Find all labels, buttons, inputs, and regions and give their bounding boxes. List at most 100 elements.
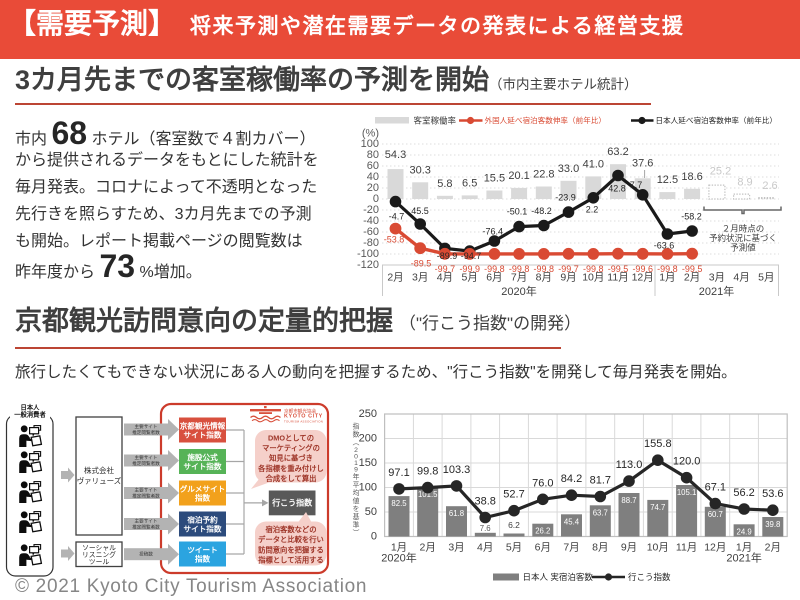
svg-text:150: 150 xyxy=(359,457,377,469)
svg-text:指: 指 xyxy=(353,422,360,431)
svg-text:訪問意向を把握する: 訪問意向を把握する xyxy=(258,545,324,554)
svg-text:京都観光情報: 京都観光情報 xyxy=(180,421,226,431)
svg-text:客室稼働率: 客室稼働率 xyxy=(414,116,457,126)
svg-text:DMOとしての: DMOとしての xyxy=(268,434,314,443)
svg-text:9月: 9月 xyxy=(621,542,637,554)
svg-text:指数: 指数 xyxy=(195,554,211,564)
svg-text:20: 20 xyxy=(367,182,379,194)
svg-text:25.2: 25.2 xyxy=(710,166,731,178)
svg-text:KYOTO CITY: KYOTO CITY xyxy=(284,414,323,420)
svg-text:予測値: 予測値 xyxy=(730,243,756,253)
svg-text:ツール: ツール xyxy=(89,559,110,566)
svg-text:基: 基 xyxy=(353,512,360,521)
svg-text:2020年: 2020年 xyxy=(381,551,416,565)
svg-text:主要サイト: 主要サイト xyxy=(135,518,158,525)
svg-text:7.7: 7.7 xyxy=(630,180,643,190)
svg-text:8.9: 8.9 xyxy=(737,176,752,188)
svg-text:-99.8: -99.8 xyxy=(657,264,678,274)
svg-text:10月: 10月 xyxy=(647,542,669,554)
svg-text:サイト指数: サイト指数 xyxy=(184,461,222,471)
svg-text:45.4: 45.4 xyxy=(564,517,580,526)
svg-text:20.1: 20.1 xyxy=(508,170,529,182)
svg-text:-40: -40 xyxy=(363,215,379,227)
svg-text:18.6: 18.6 xyxy=(681,171,702,183)
svg-text:33.0: 33.0 xyxy=(558,163,579,175)
svg-text:76.0: 76.0 xyxy=(532,477,553,489)
svg-text:-99.5: -99.5 xyxy=(608,264,629,274)
svg-text:-23.9: -23.9 xyxy=(555,193,576,203)
svg-text:3月: 3月 xyxy=(412,272,428,284)
svg-text:投稿数: 投稿数 xyxy=(139,551,153,558)
svg-text:7月: 7月 xyxy=(511,272,527,284)
svg-text:-99.7: -99.7 xyxy=(558,264,579,274)
svg-text:2月: 2月 xyxy=(420,542,436,554)
svg-text:推定閲覧者数: 推定閲覧者数 xyxy=(132,429,160,436)
svg-text:-63.6: -63.6 xyxy=(654,241,675,251)
svg-text:1月: 1月 xyxy=(659,272,675,284)
svg-text:行こう指数: 行こう指数 xyxy=(628,572,671,582)
svg-text:45.5: 45.5 xyxy=(411,206,429,216)
svg-text:予約状況に基づく: 予約状況に基づく xyxy=(709,233,777,243)
svg-text:一般消費者: 一般消費者 xyxy=(14,410,46,419)
svg-text:80: 80 xyxy=(367,149,379,161)
svg-text:外国人延べ宿泊客数伸率（前年比）: 外国人延べ宿泊客数伸率（前年比） xyxy=(485,115,607,125)
svg-text:-20: -20 xyxy=(363,204,379,216)
svg-text:主要サイト: 主要サイト xyxy=(135,454,158,461)
svg-text:37.6: 37.6 xyxy=(632,157,653,169)
svg-text:主要サイト: 主要サイト xyxy=(135,487,158,494)
svg-text:グルメサイト: グルメサイト xyxy=(180,484,226,494)
svg-text:2020年: 2020年 xyxy=(501,284,536,298)
svg-text:6.2: 6.2 xyxy=(508,520,520,530)
svg-text:-89.5: -89.5 xyxy=(411,259,432,269)
svg-text:0: 0 xyxy=(354,453,358,460)
svg-text:2: 2 xyxy=(354,447,358,454)
svg-text:TOURISM ASSOCIATION: TOURISM ASSOCIATION xyxy=(284,420,323,424)
svg-text:リスニング: リスニング xyxy=(82,550,116,559)
svg-text:日本人 実宿泊客数: 日本人 実宿泊客数 xyxy=(523,572,594,582)
svg-text:日本人: 日本人 xyxy=(21,403,41,412)
svg-text:2021年: 2021年 xyxy=(726,551,761,565)
svg-text:1月: 1月 xyxy=(391,542,407,554)
svg-text:を: を xyxy=(353,505,360,513)
svg-text:-80: -80 xyxy=(363,237,379,249)
svg-text:2021年: 2021年 xyxy=(699,284,734,298)
svg-text:-50.1: -50.1 xyxy=(507,207,528,217)
svg-text:113.0: 113.0 xyxy=(616,459,643,471)
svg-text:２月時点の: ２月時点の xyxy=(722,224,765,234)
svg-text:データと比較を行い: データと比較を行い xyxy=(258,535,324,544)
svg-text:主要サイト: 主要サイト xyxy=(135,423,158,430)
svg-text:準: 準 xyxy=(353,520,360,529)
svg-text:11月: 11月 xyxy=(607,272,628,284)
svg-text:-99.5: -99.5 xyxy=(682,264,703,274)
svg-text:26.2: 26.2 xyxy=(535,527,550,536)
svg-text:100: 100 xyxy=(361,138,379,150)
svg-text:5月: 5月 xyxy=(506,542,522,554)
svg-text:サイト指数: サイト指数 xyxy=(184,524,222,534)
svg-text:6月: 6月 xyxy=(535,542,551,554)
svg-text:61.8: 61.8 xyxy=(449,509,464,518)
svg-text:82.5: 82.5 xyxy=(391,499,407,508)
svg-text:(%): (%) xyxy=(362,128,379,140)
svg-text:52.7: 52.7 xyxy=(503,489,524,501)
svg-text:42.8: 42.8 xyxy=(608,184,626,194)
svg-text:推定閲覧者数: 推定閲覧者数 xyxy=(132,524,160,531)
svg-text:38.8: 38.8 xyxy=(474,496,495,508)
svg-text:105.1: 105.1 xyxy=(677,488,697,497)
svg-text:6.5: 6.5 xyxy=(462,177,477,189)
svg-text:推定閲覧者数: 推定閲覧者数 xyxy=(132,493,160,500)
svg-text:数: 数 xyxy=(353,430,360,439)
svg-text:合成をして算出: 合成をして算出 xyxy=(265,474,317,483)
svg-text:250: 250 xyxy=(359,408,377,420)
svg-text:-99.8: -99.8 xyxy=(484,264,505,274)
svg-text:-99.8: -99.8 xyxy=(534,264,555,274)
svg-text:1: 1 xyxy=(354,460,358,467)
svg-text:10月: 10月 xyxy=(582,272,604,284)
svg-text:-58.2: -58.2 xyxy=(681,212,702,222)
svg-text:4月: 4月 xyxy=(437,272,453,284)
svg-text:8月: 8月 xyxy=(536,272,552,284)
svg-text:41.0: 41.0 xyxy=(583,158,604,170)
svg-text:81.7: 81.7 xyxy=(590,475,611,487)
svg-text:サイト指数: サイト指数 xyxy=(184,430,222,440)
svg-text:24.9: 24.9 xyxy=(737,527,752,536)
svg-text:155.8: 155.8 xyxy=(644,438,672,450)
